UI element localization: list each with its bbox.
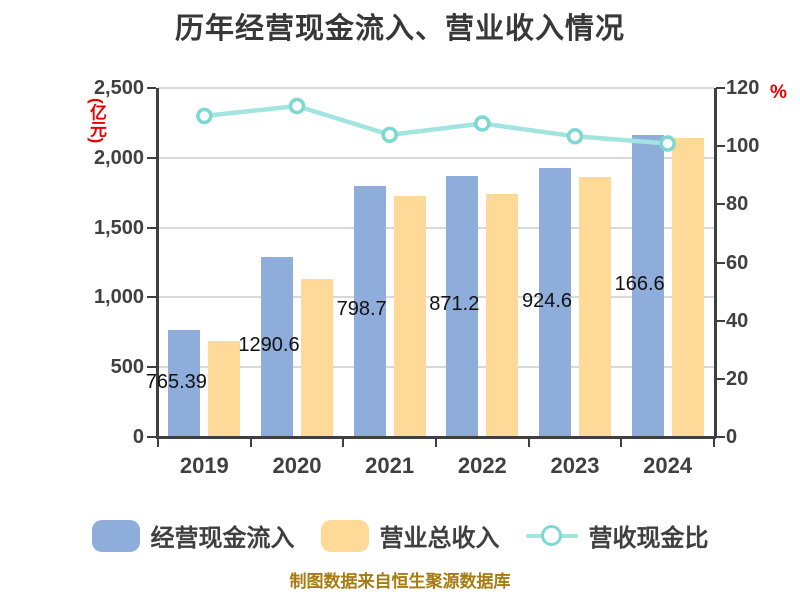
- bar-value-label: 798.7: [336, 298, 387, 321]
- ratio-marker-2020: [288, 97, 306, 115]
- right-axis-tick-mark: [716, 145, 725, 148]
- legend: 经营现金流入 营业总收入 营收现金比: [0, 518, 800, 553]
- cash-inflow-bar-2020: [261, 256, 293, 437]
- x-axis-tick-mark: [157, 437, 159, 447]
- y-axis-tick-label-right: 40: [726, 309, 749, 332]
- bar-value-label: 871.2: [429, 293, 480, 316]
- right-axis-tick-mark: [716, 377, 725, 380]
- gridline: [158, 226, 714, 229]
- right-axis-tick-mark: [716, 436, 725, 438]
- cash-inflow-bar-2023: [539, 168, 571, 437]
- y-axis-tick-label-left: 2,500: [93, 77, 144, 99]
- ratio-marker-2022: [474, 115, 491, 132]
- y-axis-tick-label-left: 1,500: [93, 216, 144, 239]
- bar-value-label: 924.6: [521, 289, 573, 312]
- cash-inflow-bar-2024: [631, 134, 664, 437]
- ratio-line: [202, 103, 670, 146]
- y-axis-tick-label-right: 0: [726, 426, 738, 448]
- legend-label: 营收现金比: [588, 525, 709, 552]
- legend-item-1[interactable]: 经营现金流入: [91, 518, 295, 553]
- plot-area: 765.39 1290.6 798.7 871.2 924.6 166.6: [146, 87, 714, 437]
- y-axis-tick-label-right: 60: [726, 251, 749, 274]
- ratio-marker-2019: [196, 107, 213, 125]
- x-axis-tick-mark: [342, 437, 345, 447]
- cash-inflow-bar-2019: [168, 330, 201, 437]
- right-axis-tick-mark: [716, 203, 725, 206]
- cash-inflow-bar-2021: [353, 185, 386, 437]
- revenue-bar-2021: [393, 195, 426, 437]
- left-axis-tick-mark: [147, 87, 156, 89]
- revenue-bar-2024: [671, 137, 704, 437]
- legend-item-2[interactable]: 营业总收入: [320, 518, 500, 553]
- y-axis-tick-label-left: 500: [110, 356, 144, 379]
- ratio-line-series: [196, 97, 676, 152]
- cash-inflow-bar-2022: [446, 175, 479, 437]
- legend-swatch-icon: [320, 519, 369, 552]
- revenue-bar-2020: [301, 279, 333, 437]
- left-axis-tick-mark: [147, 436, 156, 438]
- right-axis-line: [714, 88, 717, 437]
- y-axis-tick-label-right: 20: [726, 367, 749, 390]
- bar-value-label: 166.6: [614, 272, 665, 295]
- chart-title: 历年经营现金流入、营业收入情况: [174, 13, 625, 45]
- legend-swatch-icon: [91, 519, 140, 552]
- x-axis-label-2020: 2020: [272, 453, 322, 478]
- x-axis-tick-mark: [620, 437, 623, 447]
- gridline: [158, 296, 714, 299]
- x-axis-label-2019: 2019: [179, 453, 229, 478]
- y-axis-tick-label-left: 0: [132, 426, 144, 448]
- x-axis-label-2024: 2024: [643, 453, 693, 478]
- legend-item-3[interactable]: 营收现金比: [525, 518, 709, 553]
- right-axis-unit-label: %: [770, 82, 787, 103]
- x-axis-label-2022: 2022: [457, 453, 507, 478]
- left-axis-line: [156, 88, 159, 437]
- gridline: [158, 156, 714, 159]
- bar-value-label: 1290.6: [238, 333, 300, 356]
- gridline: [158, 87, 714, 89]
- y-axis-tick-label-right: 100: [726, 135, 760, 158]
- left-axis-tick-mark: [147, 156, 156, 159]
- right-axis-tick-mark: [716, 319, 725, 322]
- x-axis-tick-mark: [713, 437, 715, 447]
- legend-label: 营业总收入: [379, 525, 500, 552]
- x-axis-tick-mark: [435, 437, 437, 447]
- ratio-marker-2023: [566, 128, 584, 145]
- source-note: 制图数据来自恒生聚源数据库: [289, 572, 511, 591]
- x-axis-label-2023: 2023: [550, 453, 600, 478]
- left-axis-tick-mark: [147, 296, 156, 299]
- ratio-marker-2024: [659, 135, 676, 152]
- revenue-bar-2023: [579, 177, 611, 437]
- right-axis-tick-mark: [716, 87, 725, 89]
- legend-circle-marker-icon: [540, 524, 562, 546]
- x-axis-tick-mark: [249, 437, 252, 447]
- right-axis-tick-mark: [716, 261, 725, 264]
- legend-label: 经营现金流入: [150, 525, 295, 552]
- left-axis-tick-mark: [147, 366, 156, 369]
- y-axis-tick-label-left: 2,000: [93, 146, 144, 169]
- revenue-bar-2022: [486, 194, 519, 437]
- y-axis-tick-label-left: 1,000: [93, 286, 144, 309]
- revenue-bar-2019: [208, 340, 241, 437]
- x-axis-label-2021: 2021: [365, 453, 415, 478]
- gridline: [158, 366, 714, 369]
- left-axis-tick-mark: [147, 226, 156, 229]
- ratio-marker-2021: [381, 126, 398, 144]
- legend-line-marker-icon: [525, 524, 578, 547]
- left-axis-unit-label: (亿元): [87, 98, 106, 144]
- y-axis-tick-label-right: 120: [726, 77, 760, 99]
- bar-value-label: 765.39: [145, 370, 207, 393]
- x-axis-tick-mark: [527, 437, 530, 447]
- y-axis-tick-label-right: 80: [726, 193, 749, 216]
